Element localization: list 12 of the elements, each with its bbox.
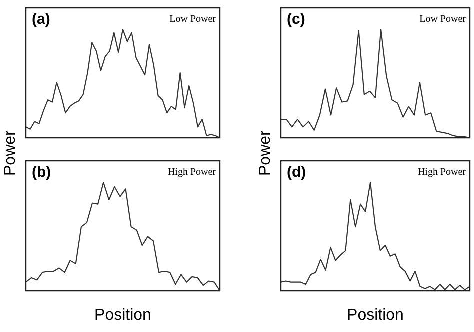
chart-title: (d): [287, 164, 306, 181]
text: High Power: [168, 167, 216, 178]
chart-title: (a): [32, 11, 50, 28]
text: High Power: [418, 167, 466, 178]
x-axis-title: Position: [346, 307, 405, 325]
y-axis-title: Power: [2, 129, 20, 178]
text: Low Power: [170, 14, 216, 25]
chart-title: (b): [32, 164, 52, 181]
chart-title: (c): [287, 11, 306, 28]
text: Low Power: [420, 14, 466, 25]
x-axis-title: Position: [94, 307, 152, 325]
y-axis-title: Power: [257, 129, 275, 178]
